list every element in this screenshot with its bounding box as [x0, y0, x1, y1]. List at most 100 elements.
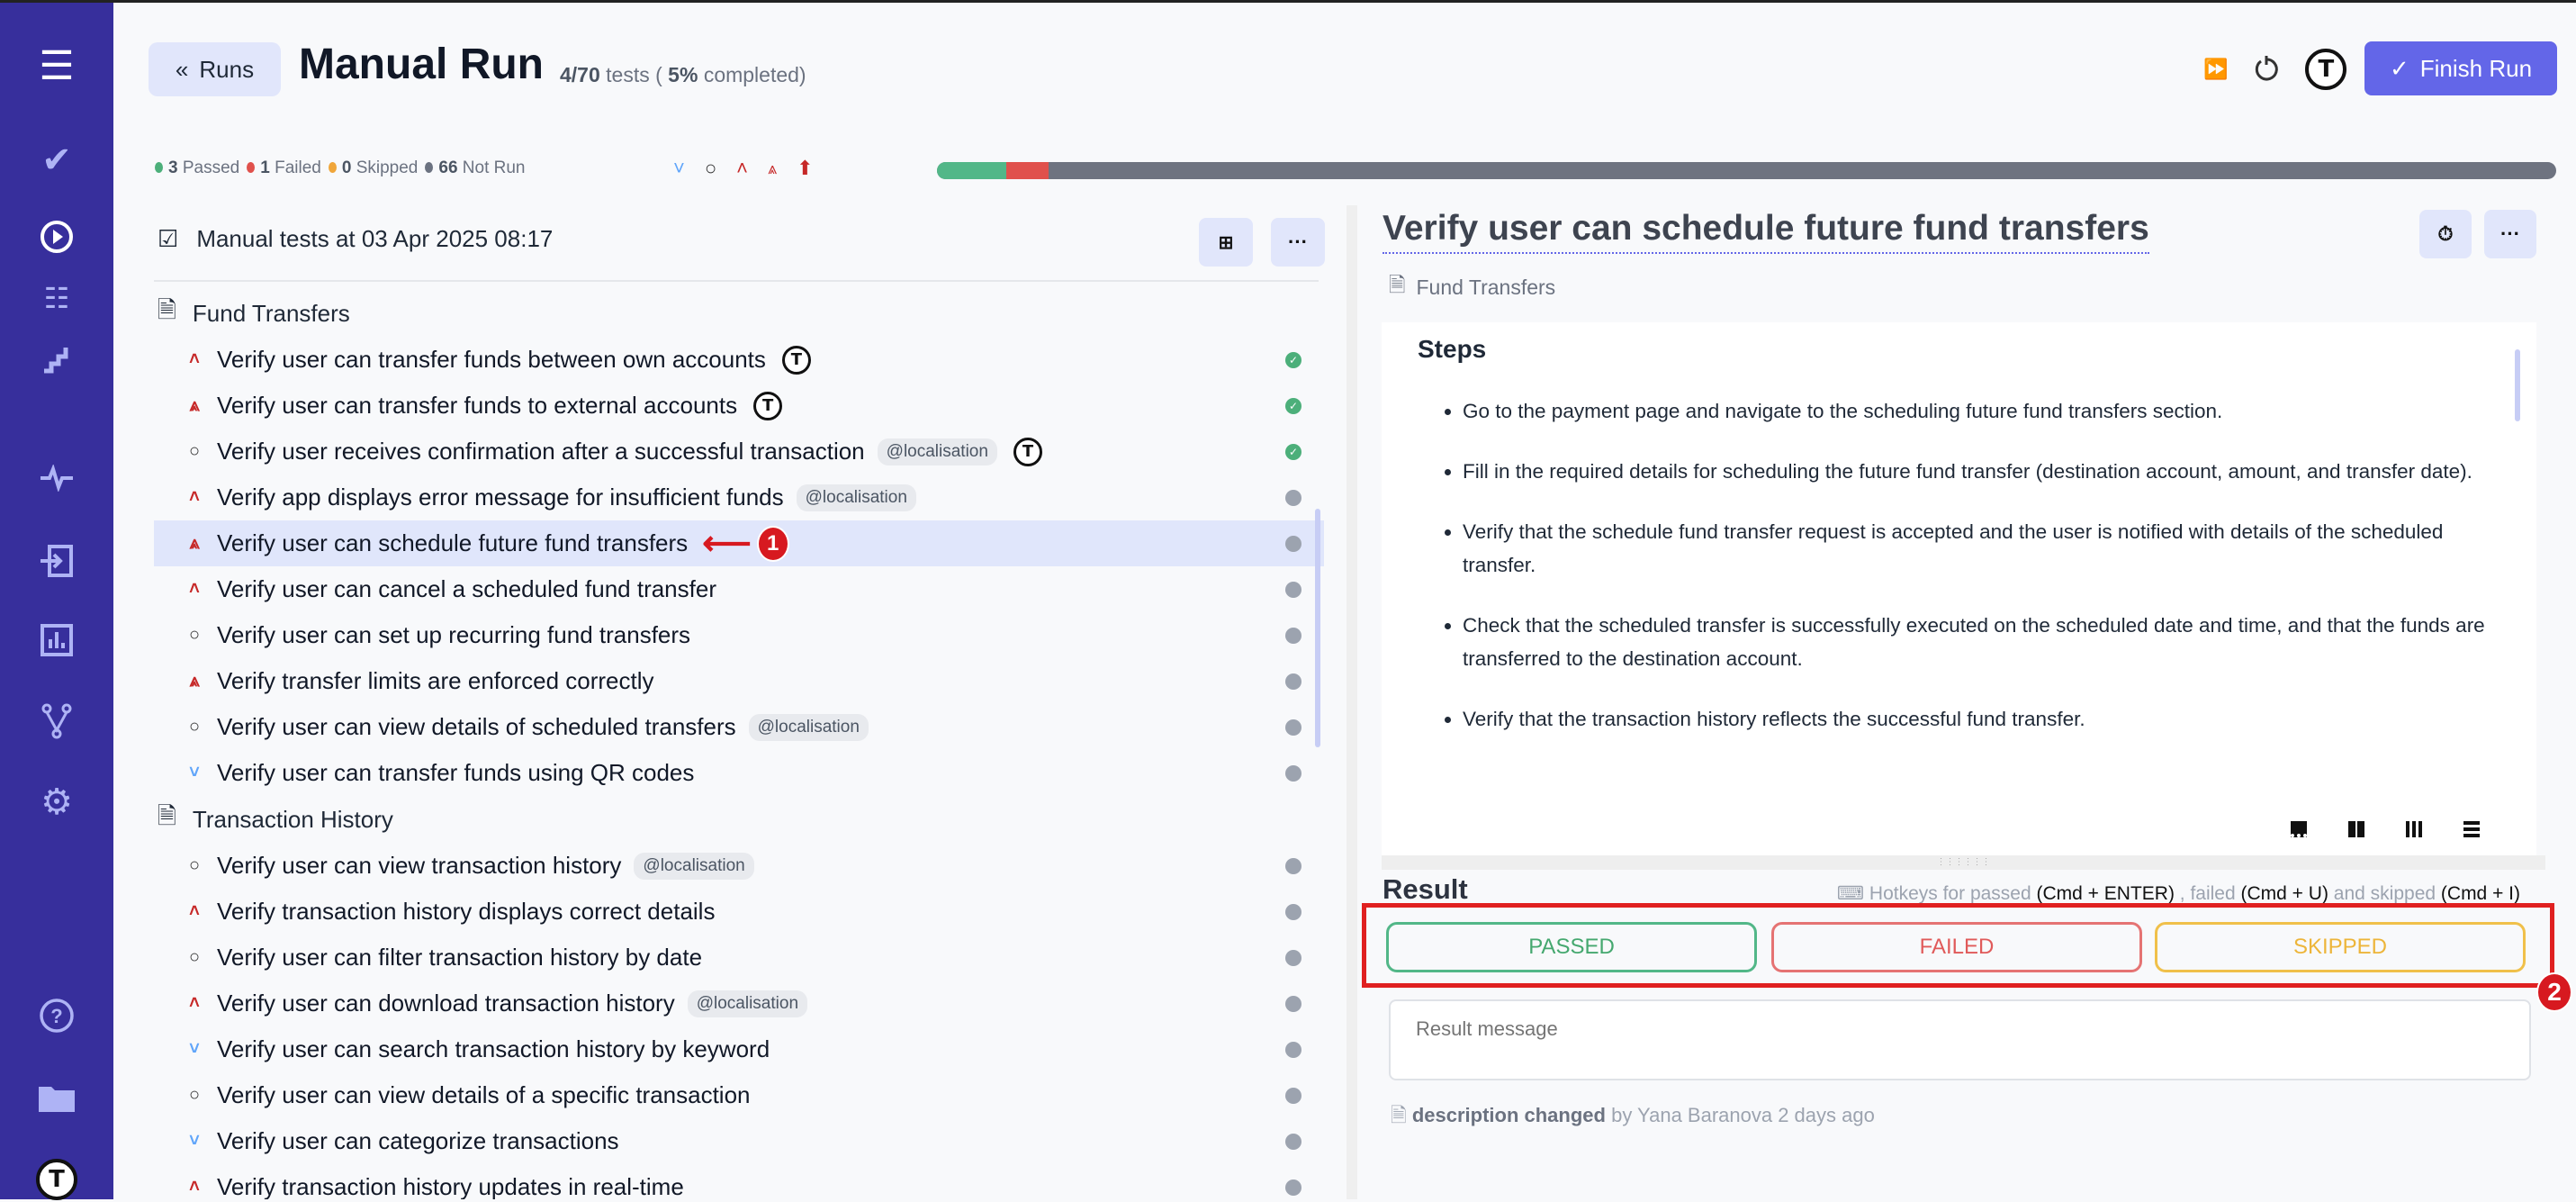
test-title: Verify user can set up recurring fund tr…: [217, 621, 691, 648]
tag-badge[interactable]: @localisation: [748, 713, 869, 741]
test-row[interactable]: ˅ Verify user can search transaction hist…: [154, 1026, 1324, 1072]
priority-high-icon: ˄: [189, 579, 200, 599]
priority-high-icon[interactable]: ˄: [736, 157, 749, 179]
priority-low-icon: ˅: [189, 763, 200, 782]
test-list: 🗎 Fund Transfers ˄ Verify user can transfer…: [154, 290, 1324, 1199]
test-row[interactable]: ˄ Verify user can download transaction hi…: [154, 981, 1324, 1026]
check-icon[interactable]: ✔: [41, 140, 72, 180]
finish-run-button[interactable]: ✓ Finish Run: [2364, 41, 2557, 95]
test-row[interactable]: ˄ Verify user can transfer funds between …: [154, 337, 1324, 383]
back-to-runs-button[interactable]: « Runs: [149, 42, 281, 96]
failed-button[interactable]: FAILED: [1771, 922, 2142, 972]
test-title: Verify user can cancel a scheduled fund …: [217, 575, 716, 602]
tree-view-button[interactable]: ⊞: [1199, 218, 1253, 267]
layout-columns-icon[interactable]: [2406, 821, 2422, 837]
timer-button[interactable]: ⏱: [2419, 210, 2472, 258]
testomat-logo-icon[interactable]: T: [2305, 49, 2347, 90]
steps-resize-handle[interactable]: ⋮⋮⋮⋮⋮⋮: [1382, 855, 2545, 870]
skipped-button[interactable]: SKIPPED: [2155, 922, 2526, 972]
test-row[interactable]: ˅ Verify user can transfer funds using QR…: [154, 750, 1324, 796]
more-options-button[interactable]: ···: [1271, 218, 1325, 267]
stat-not-run: 66 Not Run: [425, 158, 526, 178]
priority-blocker-icon[interactable]: ⬆: [797, 157, 814, 179]
passed-button[interactable]: PASSED: [1386, 922, 1757, 972]
tag-badge[interactable]: @localisation: [877, 438, 997, 465]
pulse-icon[interactable]: [34, 456, 79, 501]
result-message-input[interactable]: [1389, 999, 2531, 1080]
history-entry: 🗎 description changed by Yana Baranova 2…: [1391, 1100, 1875, 1134]
header-actions: ⏩ T: [2203, 49, 2347, 90]
test-row[interactable]: ⩓ Verify user can schedule future fund tr…: [154, 520, 1324, 566]
test-row[interactable]: ○ Verify user receives confirmation after…: [154, 429, 1324, 474]
stairs-icon[interactable]: [34, 336, 79, 381]
failed-dot-icon: [247, 162, 256, 173]
test-row[interactable]: ○ Verify user can filter transaction hist…: [154, 935, 1324, 981]
fast-forward-icon[interactable]: ⏩: [2203, 58, 2229, 80]
steps-scrollbar[interactable]: [2515, 349, 2520, 421]
layout-rows-icon[interactable]: [2463, 821, 2480, 837]
test-row[interactable]: ○ Verify user can view transaction histor…: [154, 843, 1324, 889]
priority-filter: ˅ ○ ˄ ⩓ ⬆: [673, 157, 814, 180]
timer-reset-icon[interactable]: [2253, 52, 2280, 87]
fork-icon[interactable]: [34, 699, 79, 744]
step-item: Verify that the schedule fund transfer r…: [1463, 515, 2489, 582]
test-row[interactable]: ○ Verify user can view details of a speci…: [154, 1072, 1324, 1118]
test-title: Verify user can view transaction history: [217, 852, 622, 879]
tag-badge[interactable]: @localisation: [796, 484, 916, 511]
test-row[interactable]: ˄ Verify transaction history updates in r…: [154, 1164, 1324, 1199]
test-row[interactable]: ˅ Verify user can categorize transactions: [154, 1118, 1324, 1164]
editor-layout-tools: [2291, 821, 2480, 837]
failed-label: Failed: [275, 158, 321, 177]
annotation-badge: 2: [2536, 972, 2572, 1012]
test-title[interactable]: Verify user can schedule future fund tra…: [1383, 209, 2149, 254]
suite-name: Transaction History: [192, 805, 393, 833]
hotkey-passed: (Cmd + ENTER): [2036, 883, 2175, 904]
test-row[interactable]: ○ Verify user can set up recurring fund t…: [154, 612, 1324, 658]
window-top-border: [0, 0, 2576, 3]
run-stats: 3 Passed 1 Failed 0 Skipped 66 Not Run: [155, 158, 526, 178]
menu-icon[interactable]: ☰: [39, 43, 75, 88]
gear-icon[interactable]: ⚙: [41, 782, 73, 822]
import-icon[interactable]: [34, 538, 79, 583]
priority-normal-icon[interactable]: ○: [704, 157, 717, 179]
page-title: Manual Run: [299, 41, 544, 88]
play-circle-icon[interactable]: [34, 214, 79, 259]
test-row[interactable]: ⩓ Verify user can transfer funds to exter…: [154, 383, 1324, 429]
suite-breadcrumb[interactable]: 🗎 Fund Transfers: [1389, 270, 1555, 305]
history-author: by Yana Baranova 2 days ago: [1611, 1104, 1875, 1126]
status-not-run-icon: [1285, 719, 1302, 736]
suite-group-header[interactable]: 🗎 Transaction History: [154, 796, 1324, 843]
test-title: Verify user can filter transaction histo…: [217, 944, 703, 971]
tag-badge[interactable]: @localisation: [687, 990, 808, 1017]
steps-panel: Steps Go to the payment page and navigat…: [1382, 322, 2536, 855]
test-title: Verify user can transfer funds between o…: [217, 346, 766, 373]
test-row[interactable]: ○ Verify user can view details of schedul…: [154, 704, 1324, 750]
step-item: Go to the payment page and navigate to t…: [1463, 394, 2489, 428]
test-row[interactable]: ˄ Verify app displays error message for i…: [154, 474, 1324, 520]
priority-low-icon: ˅: [189, 1131, 200, 1151]
priority-normal-icon: ○: [188, 947, 201, 967]
test-row[interactable]: ˄ Verify transaction history displays cor…: [154, 889, 1324, 935]
priority-normal-icon: ○: [188, 1085, 201, 1105]
test-list-scrollbar[interactable]: [1315, 509, 1320, 747]
priority-high-icon: ˄: [189, 349, 200, 369]
test-row[interactable]: ⩓ Verify transfer limits are enforced cor…: [154, 658, 1324, 704]
test-more-options-button[interactable]: ···: [2484, 210, 2536, 258]
folder-icon[interactable]: [34, 1074, 79, 1119]
panel-splitter[interactable]: [1347, 205, 1357, 1199]
help-icon[interactable]: ?: [34, 993, 79, 1038]
layout-single-icon[interactable]: [2291, 821, 2307, 837]
logo-icon[interactable]: T: [34, 1157, 79, 1202]
checklist-icon[interactable]: ☷: [43, 282, 70, 314]
testomat-logo-icon: T: [781, 345, 811, 375]
chart-icon[interactable]: [34, 618, 79, 663]
finish-run-label: Finish Run: [2419, 54, 2533, 82]
test-row[interactable]: ˄ Verify user can cancel a scheduled fund…: [154, 566, 1324, 612]
priority-critical-icon[interactable]: ⩓: [768, 158, 778, 177]
layout-split-icon[interactable]: [2348, 821, 2364, 837]
stat-failed: 1 Failed: [247, 158, 321, 178]
suite-group-header[interactable]: 🗎 Fund Transfers: [154, 290, 1324, 337]
tag-badge[interactable]: @localisation: [634, 852, 754, 880]
status-not-run-icon: [1285, 1042, 1302, 1058]
priority-low-icon[interactable]: ˅: [673, 157, 685, 179]
